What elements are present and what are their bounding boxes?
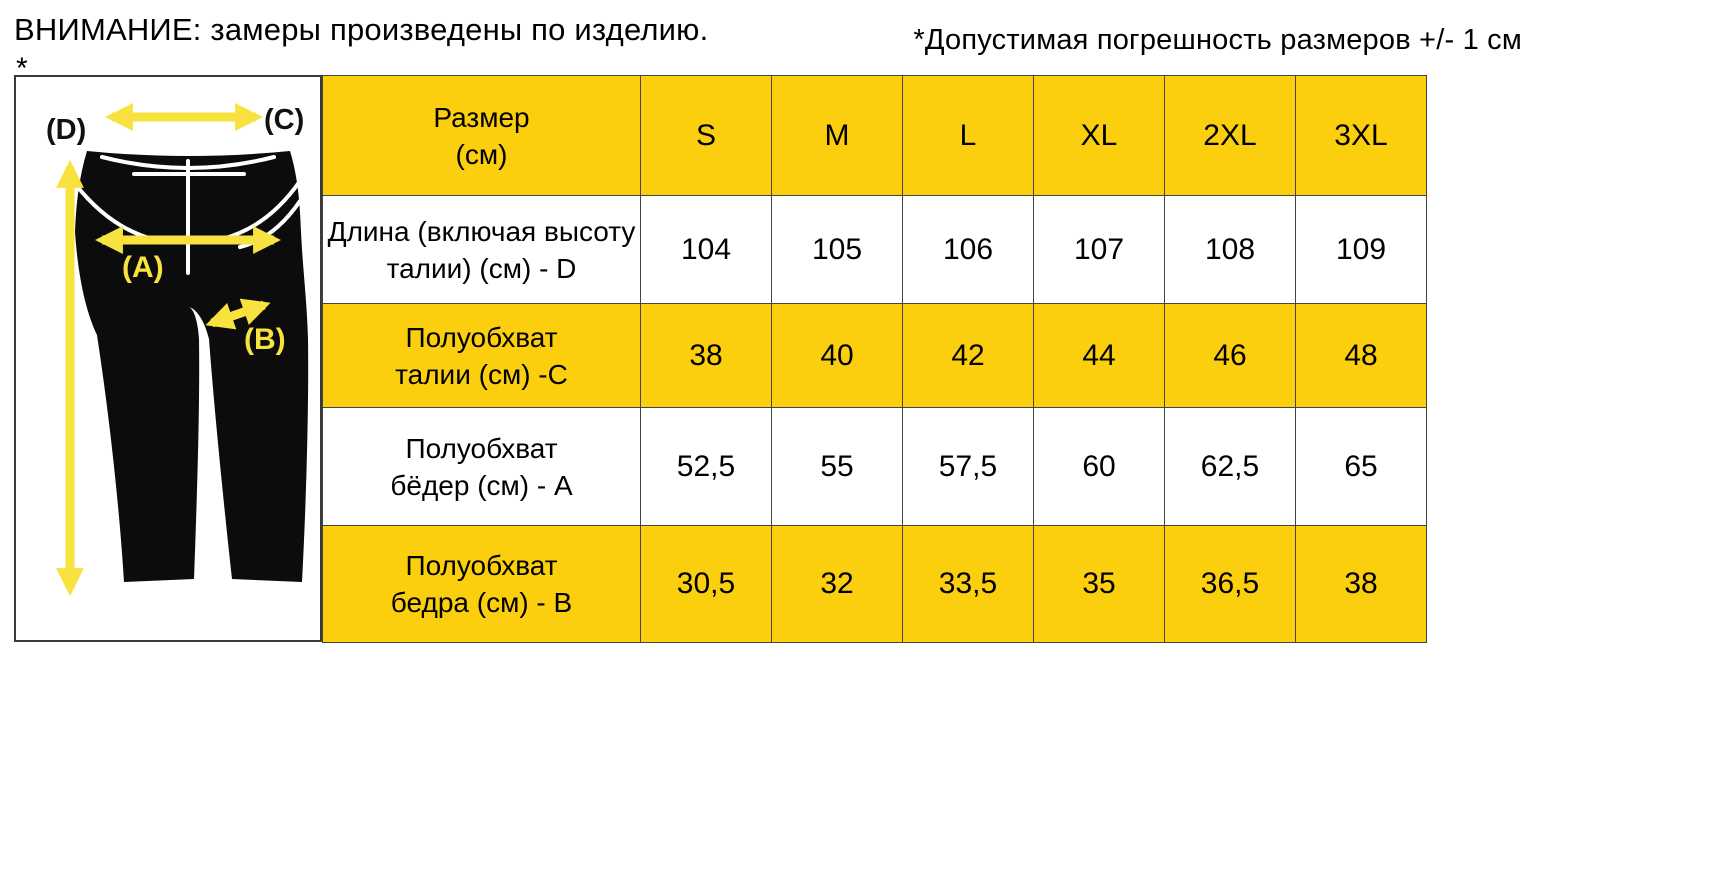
value-cell: 65 — [1295, 407, 1427, 526]
value-cell: 38 — [1295, 525, 1427, 643]
value-cell: 33,5 — [902, 525, 1034, 643]
row-label: Полуобхват бёдер (см) - A — [322, 407, 641, 526]
value-cell: 107 — [1033, 195, 1165, 304]
pants-measurement-diagram: (D) (C) (A) (B) — [14, 75, 322, 642]
value-cell: 46 — [1164, 303, 1296, 408]
value-cell: 36,5 — [1164, 525, 1296, 643]
value-cell: 32 — [771, 525, 903, 643]
value-cell: 44 — [1033, 303, 1165, 408]
measurement-label-d: (D) — [46, 114, 86, 146]
header-title-line2: (см) — [455, 138, 508, 170]
table-row-length: Длина (включая высоту талии) (см) - D 10… — [322, 195, 1427, 304]
warning-text: ВНИМАНИЕ: замеры произведены по изделию. — [14, 12, 709, 47]
measurement-label-c: (C) — [264, 104, 304, 136]
value-cell: 52,5 — [640, 407, 772, 526]
value-cell: 104 — [640, 195, 772, 304]
value-cell: 35 — [1033, 525, 1165, 643]
row-label: Длина (включая высоту талии) (см) - D — [322, 195, 641, 304]
table-row-hips: Полуобхват бёдер (см) - A 52,5 55 57,5 6… — [322, 407, 1427, 526]
size-header-3xl: 3XL — [1295, 75, 1427, 196]
pants-diagram-svg: (D) (C) (A) (B) — [46, 103, 309, 596]
value-cell: 57,5 — [902, 407, 1034, 526]
value-cell: 48 — [1295, 303, 1427, 408]
arrow-b-thigh — [205, 298, 271, 330]
row-label: Полуобхват бедра (см) - B — [322, 525, 641, 643]
measurement-label-a: (A) — [122, 251, 164, 284]
size-header-l: L — [902, 75, 1034, 196]
header-title-cell: Размер (см) — [322, 75, 641, 196]
size-header-xl: XL — [1033, 75, 1165, 196]
value-cell: 38 — [640, 303, 772, 408]
header-title-line1: Размер — [433, 101, 530, 133]
value-cell: 40 — [771, 303, 903, 408]
row-label: Полуобхват талии (см) -C — [322, 303, 641, 408]
table-row-thigh: Полуобхват бедра (см) - B 30,5 32 33,5 3… — [322, 525, 1427, 643]
size-chart-table: Размер (см) S M L XL 2XL 3XL Длина (вклю… — [322, 75, 1427, 643]
value-cell: 62,5 — [1164, 407, 1296, 526]
size-header-s: S — [640, 75, 772, 196]
value-cell: 106 — [902, 195, 1034, 304]
value-cell: 105 — [771, 195, 903, 304]
size-header-2xl: 2XL — [1164, 75, 1296, 196]
table-header-row: Размер (см) S M L XL 2XL 3XL — [322, 75, 1427, 196]
footnote-asterisk: * — [16, 52, 28, 85]
pants-silhouette — [75, 151, 309, 582]
value-cell: 30,5 — [640, 525, 772, 643]
measurement-label-b: (B) — [244, 323, 286, 356]
value-cell: 108 — [1164, 195, 1296, 304]
tolerance-note: *Допустимая погрешность размеров +/- 1 с… — [913, 24, 1522, 56]
table-row-waist: Полуобхват талии (см) -C 38 40 42 44 46 … — [322, 303, 1427, 408]
value-cell: 109 — [1295, 195, 1427, 304]
size-header-m: M — [771, 75, 903, 196]
value-cell: 55 — [771, 407, 903, 526]
value-cell: 60 — [1033, 407, 1165, 526]
value-cell: 42 — [902, 303, 1034, 408]
